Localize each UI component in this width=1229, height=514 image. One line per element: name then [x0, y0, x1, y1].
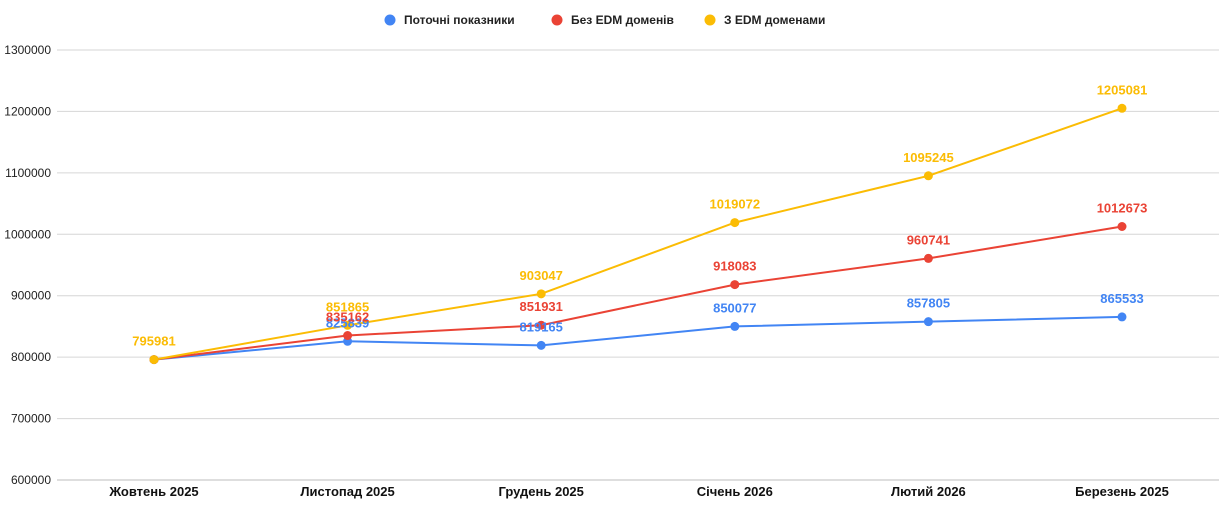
y-tick-label: 1200000 — [4, 104, 51, 118]
data-point — [923, 171, 933, 181]
y-tick-label: 800000 — [11, 350, 51, 364]
series-line — [153, 107, 1123, 361]
data-label: 1205081 — [1097, 82, 1148, 97]
data-label: 1095245 — [903, 150, 954, 165]
legend-marker — [551, 14, 563, 26]
legend: Поточні показники Без EDM доменів З EDM до… — [384, 13, 825, 27]
data-label: 825839 — [326, 315, 369, 330]
data-label: 1012673 — [1097, 201, 1148, 216]
data-labels: 825839 819165 850077 857805 865533 835162 8519… — [132, 82, 1147, 348]
data-label: 865533 — [1100, 291, 1143, 306]
legend-marker — [704, 14, 716, 26]
series-line — [153, 225, 1123, 361]
data-point — [730, 321, 740, 331]
x-tick-label: Жовтень 2025 — [108, 484, 198, 499]
data-point — [730, 280, 740, 290]
data-point — [343, 331, 353, 341]
data-label: 918083 — [713, 259, 756, 274]
y-tick-label: 900000 — [11, 289, 51, 303]
series-line — [153, 315, 1123, 361]
data-point — [1117, 222, 1127, 232]
data-point — [1117, 103, 1127, 113]
data-label: 851865 — [326, 299, 369, 314]
x-tick-label: Лютий 2026 — [891, 484, 966, 499]
data-point — [536, 340, 546, 350]
x-tick-label: Листопад 2025 — [300, 484, 394, 499]
legend-label: З EDM доменами — [724, 13, 825, 27]
y-tick-label: 1300000 — [4, 43, 51, 57]
x-tick-label: Березень 2025 — [1075, 484, 1169, 499]
x-tick-label: Грудень 2025 — [498, 484, 583, 499]
x-tick-label: Січень 2026 — [697, 484, 773, 499]
data-point — [923, 317, 933, 327]
data-label: 1019072 — [709, 197, 760, 212]
data-points — [149, 103, 1127, 365]
y-axis-ticks: 600000 700000 800000 900000 1000000 1100000 12… — [4, 43, 51, 487]
legend-label: Поточні показники — [404, 13, 515, 27]
data-label: 857805 — [907, 296, 950, 311]
data-point — [536, 289, 546, 299]
y-tick-label: 1000000 — [4, 227, 51, 241]
data-point — [536, 320, 546, 330]
data-point — [730, 218, 740, 228]
data-label: 850077 — [713, 300, 756, 315]
data-label: 903047 — [520, 268, 563, 283]
legend-marker — [384, 14, 396, 26]
data-label: 851931 — [520, 299, 563, 314]
series-lines — [153, 107, 1123, 361]
x-axis-ticks: Жовтень 2025 Листопад 2025 Грудень 2025 Січ… — [108, 484, 1168, 499]
data-point — [149, 355, 159, 365]
data-label: 960741 — [907, 232, 950, 247]
data-label: 795981 — [132, 334, 175, 349]
data-point — [923, 253, 933, 263]
legend-label: Без EDM доменів — [571, 13, 674, 27]
data-label: 819165 — [520, 319, 563, 334]
y-tick-label: 600000 — [11, 473, 51, 487]
y-tick-label: 700000 — [11, 412, 51, 426]
data-point — [1117, 312, 1127, 322]
gridlines — [57, 49, 1219, 481]
data-point — [343, 320, 353, 330]
data-label: 835162 — [326, 310, 369, 325]
y-tick-label: 1100000 — [5, 166, 51, 180]
